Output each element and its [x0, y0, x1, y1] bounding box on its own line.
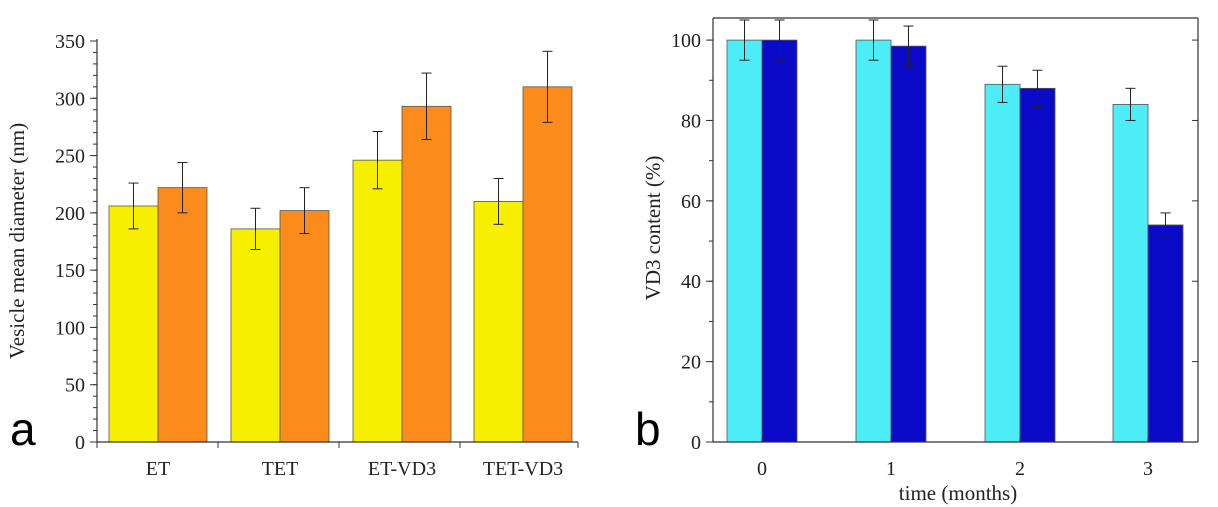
a-x-tick-label: TET-VD3 — [483, 458, 563, 480]
b-x-tick-label: 3 — [1143, 458, 1153, 480]
a-bar-ET-VD3-series-2 — [401, 105, 452, 443]
panel-a-x-ticks: ET TET ET-VD3 TET-VD3 — [96, 442, 579, 480]
a-y-tick-label: 150 — [55, 260, 85, 282]
a-x-tick-label: TET — [262, 458, 299, 480]
b-y-tick-label: 60 — [681, 191, 701, 213]
a-y-tick-label: 200 — [55, 203, 85, 225]
b-bar-2-series-2 — [1019, 87, 1056, 443]
panel-b-axes — [712, 17, 1199, 443]
panel-b-letter: b — [635, 403, 661, 455]
b-x-tick-label: 2 — [1015, 458, 1025, 480]
panel-a-chart: 0 50 100 150 200 250 300 350 ET TET ET-VD3 TET-VD3… — [5, 31, 579, 480]
a-y-tick-label: 250 — [55, 146, 85, 168]
a-y-tick-label: 100 — [55, 317, 85, 339]
a-bar-TET-series-2 — [279, 210, 330, 443]
panel-a-letter: a — [10, 403, 36, 455]
b-y-tick-label: 80 — [681, 110, 701, 132]
panel-b-x-ticks: 0 1 2 3 — [757, 437, 1153, 480]
panel-b-bars — [726, 19, 1184, 443]
a-bar-TET-series-1 — [230, 228, 281, 443]
b-bar-0-series-2 — [761, 39, 798, 443]
b-bar-3-series-2 — [1147, 224, 1184, 443]
a-y-tick-label: 300 — [55, 88, 85, 110]
a-bar-ET-series-1 — [108, 205, 159, 443]
b-bar-3-series-1 — [1112, 104, 1149, 443]
a-x-tick-label: ET — [146, 458, 170, 480]
panel-b-chart: 0 20 40 60 80 100 0 1 2 3 VD3 content (%) time (… — [635, 17, 1199, 505]
b-bar-0-series-1 — [726, 39, 763, 443]
b-y-tick-label: 0 — [691, 432, 701, 454]
panel-a-axes — [96, 39, 578, 443]
a-y-tick-label: 50 — [65, 375, 85, 397]
b-bar-2-series-1 — [984, 83, 1021, 443]
a-bar-ET-VD3-series-1 — [352, 159, 403, 443]
a-bar-ET-series-2 — [157, 187, 208, 443]
b-bar-1-series-2 — [890, 45, 927, 443]
panel-b-y-axis-label: VD3 content (%) — [641, 156, 665, 301]
b-y-tick-label: 100 — [671, 30, 701, 52]
panel-b-y-ticks: 0 20 40 60 80 100 — [671, 30, 1198, 454]
a-y-tick-label: 0 — [75, 432, 85, 454]
panel-a-y-axis-label: Vesicle mean diameter (nm) — [5, 123, 29, 359]
panel-b-x-axis-label: time (months) — [899, 481, 1017, 505]
b-bar-1-series-1 — [855, 39, 892, 443]
b-y-tick-label: 20 — [681, 352, 701, 374]
a-bar-TET-VD3-series-2 — [522, 86, 573, 443]
panel-a-bars — [108, 50, 573, 443]
a-x-tick-label: ET-VD3 — [368, 458, 436, 480]
a-bar-TET-VD3-series-1 — [473, 200, 524, 443]
a-y-tick-label: 350 — [55, 31, 85, 53]
b-y-tick-label: 40 — [681, 271, 701, 293]
b-x-tick-label: 1 — [886, 458, 896, 480]
panel-a-y-ticks: 0 50 100 150 200 250 300 350 — [55, 31, 97, 454]
b-x-tick-label: 0 — [757, 458, 767, 480]
